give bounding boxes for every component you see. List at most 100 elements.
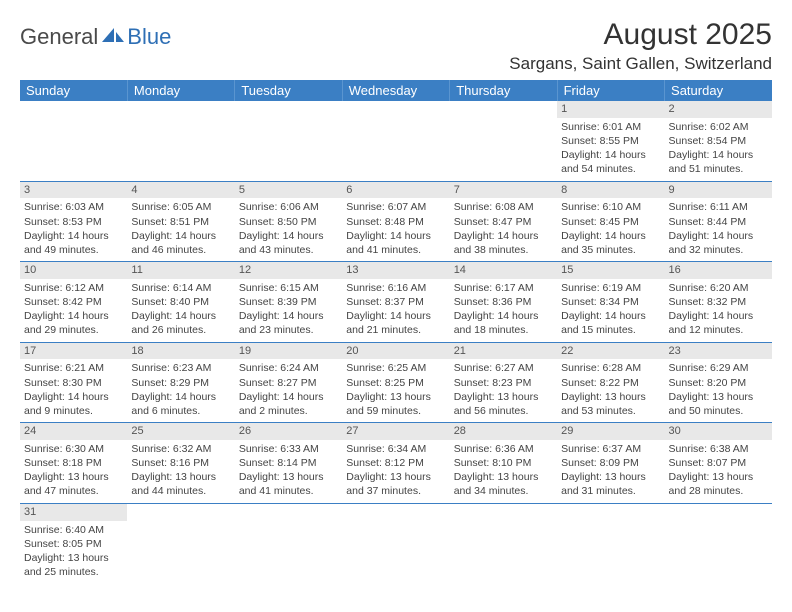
day-number: 2 bbox=[665, 101, 772, 118]
weekday-header: Saturday bbox=[665, 80, 772, 101]
calendar-cell-empty bbox=[665, 503, 772, 583]
sunrise-line: Sunrise: 6:12 AM bbox=[24, 281, 123, 295]
calendar-cell: 11Sunrise: 6:14 AMSunset: 8:40 PMDayligh… bbox=[127, 262, 234, 343]
sunrise-line: Sunrise: 6:20 AM bbox=[669, 281, 768, 295]
calendar-cell: 6Sunrise: 6:07 AMSunset: 8:48 PMDaylight… bbox=[342, 181, 449, 262]
sunrise-line: Sunrise: 6:38 AM bbox=[669, 442, 768, 456]
daylight-line: Daylight: 13 hours and 44 minutes. bbox=[131, 470, 230, 498]
sunset-line: Sunset: 8:22 PM bbox=[561, 376, 660, 390]
day-number: 23 bbox=[665, 343, 772, 360]
daylight-line: Daylight: 13 hours and 50 minutes. bbox=[669, 390, 768, 418]
daylight-line: Daylight: 14 hours and 29 minutes. bbox=[24, 309, 123, 337]
sunset-line: Sunset: 8:39 PM bbox=[239, 295, 338, 309]
weekday-header: Monday bbox=[127, 80, 234, 101]
sunset-line: Sunset: 8:23 PM bbox=[454, 376, 553, 390]
sunset-line: Sunset: 8:14 PM bbox=[239, 456, 338, 470]
sunrise-line: Sunrise: 6:25 AM bbox=[346, 361, 445, 375]
sunset-line: Sunset: 8:45 PM bbox=[561, 215, 660, 229]
sunrise-line: Sunrise: 6:33 AM bbox=[239, 442, 338, 456]
daylight-line: Daylight: 14 hours and 23 minutes. bbox=[239, 309, 338, 337]
daylight-line: Daylight: 13 hours and 53 minutes. bbox=[561, 390, 660, 418]
sunset-line: Sunset: 8:20 PM bbox=[669, 376, 768, 390]
sunset-line: Sunset: 8:30 PM bbox=[24, 376, 123, 390]
brand-part1: General bbox=[20, 24, 98, 50]
sunrise-line: Sunrise: 6:21 AM bbox=[24, 361, 123, 375]
weekday-header-row: SundayMondayTuesdayWednesdayThursdayFrid… bbox=[20, 80, 772, 101]
daylight-line: Daylight: 14 hours and 35 minutes. bbox=[561, 229, 660, 257]
sunset-line: Sunset: 8:54 PM bbox=[669, 134, 768, 148]
sunrise-line: Sunrise: 6:32 AM bbox=[131, 442, 230, 456]
weekday-header: Wednesday bbox=[342, 80, 449, 101]
day-number: 16 bbox=[665, 262, 772, 279]
calendar-cell-empty bbox=[450, 101, 557, 181]
calendar-cell: 30Sunrise: 6:38 AMSunset: 8:07 PMDayligh… bbox=[665, 423, 772, 504]
sunset-line: Sunset: 8:51 PM bbox=[131, 215, 230, 229]
daylight-line: Daylight: 14 hours and 38 minutes. bbox=[454, 229, 553, 257]
sunset-line: Sunset: 8:44 PM bbox=[669, 215, 768, 229]
day-number: 25 bbox=[127, 423, 234, 440]
location-text: Sargans, Saint Gallen, Switzerland bbox=[509, 54, 772, 74]
sunrise-line: Sunrise: 6:16 AM bbox=[346, 281, 445, 295]
sunrise-line: Sunrise: 6:06 AM bbox=[239, 200, 338, 214]
sunrise-line: Sunrise: 6:28 AM bbox=[561, 361, 660, 375]
calendar-cell: 28Sunrise: 6:36 AMSunset: 8:10 PMDayligh… bbox=[450, 423, 557, 504]
daylight-line: Daylight: 13 hours and 25 minutes. bbox=[24, 551, 123, 579]
day-number: 15 bbox=[557, 262, 664, 279]
sunset-line: Sunset: 8:12 PM bbox=[346, 456, 445, 470]
day-number: 24 bbox=[20, 423, 127, 440]
sunrise-line: Sunrise: 6:36 AM bbox=[454, 442, 553, 456]
sunset-line: Sunset: 8:27 PM bbox=[239, 376, 338, 390]
sunset-line: Sunset: 8:53 PM bbox=[24, 215, 123, 229]
weekday-header: Sunday bbox=[20, 80, 127, 101]
day-number: 6 bbox=[342, 182, 449, 199]
calendar-cell: 14Sunrise: 6:17 AMSunset: 8:36 PMDayligh… bbox=[450, 262, 557, 343]
daylight-line: Daylight: 14 hours and 41 minutes. bbox=[346, 229, 445, 257]
daylight-line: Daylight: 14 hours and 12 minutes. bbox=[669, 309, 768, 337]
day-number: 13 bbox=[342, 262, 449, 279]
day-number: 30 bbox=[665, 423, 772, 440]
sunset-line: Sunset: 8:10 PM bbox=[454, 456, 553, 470]
daylight-line: Daylight: 13 hours and 59 minutes. bbox=[346, 390, 445, 418]
sunset-line: Sunset: 8:48 PM bbox=[346, 215, 445, 229]
calendar-cell: 8Sunrise: 6:10 AMSunset: 8:45 PMDaylight… bbox=[557, 181, 664, 262]
sunrise-line: Sunrise: 6:07 AM bbox=[346, 200, 445, 214]
sunset-line: Sunset: 8:50 PM bbox=[239, 215, 338, 229]
calendar-cell: 24Sunrise: 6:30 AMSunset: 8:18 PMDayligh… bbox=[20, 423, 127, 504]
sunrise-line: Sunrise: 6:24 AM bbox=[239, 361, 338, 375]
sunset-line: Sunset: 8:09 PM bbox=[561, 456, 660, 470]
calendar-cell: 27Sunrise: 6:34 AMSunset: 8:12 PMDayligh… bbox=[342, 423, 449, 504]
calendar-cell: 7Sunrise: 6:08 AMSunset: 8:47 PMDaylight… bbox=[450, 181, 557, 262]
daylight-line: Daylight: 14 hours and 2 minutes. bbox=[239, 390, 338, 418]
daylight-line: Daylight: 13 hours and 31 minutes. bbox=[561, 470, 660, 498]
day-number: 1 bbox=[557, 101, 664, 118]
sunset-line: Sunset: 8:55 PM bbox=[561, 134, 660, 148]
daylight-line: Daylight: 14 hours and 51 minutes. bbox=[669, 148, 768, 176]
calendar-week-row: 24Sunrise: 6:30 AMSunset: 8:18 PMDayligh… bbox=[20, 423, 772, 504]
day-number: 27 bbox=[342, 423, 449, 440]
header: General Blue August 2025 Sargans, Saint … bbox=[20, 18, 772, 74]
calendar-cell: 9Sunrise: 6:11 AMSunset: 8:44 PMDaylight… bbox=[665, 181, 772, 262]
calendar-cell: 19Sunrise: 6:24 AMSunset: 8:27 PMDayligh… bbox=[235, 342, 342, 423]
daylight-line: Daylight: 14 hours and 9 minutes. bbox=[24, 390, 123, 418]
sunset-line: Sunset: 8:05 PM bbox=[24, 537, 123, 551]
calendar-week-row: 10Sunrise: 6:12 AMSunset: 8:42 PMDayligh… bbox=[20, 262, 772, 343]
calendar-cell: 5Sunrise: 6:06 AMSunset: 8:50 PMDaylight… bbox=[235, 181, 342, 262]
calendar-cell: 20Sunrise: 6:25 AMSunset: 8:25 PMDayligh… bbox=[342, 342, 449, 423]
calendar-body: 1Sunrise: 6:01 AMSunset: 8:55 PMDaylight… bbox=[20, 101, 772, 583]
sunrise-line: Sunrise: 6:37 AM bbox=[561, 442, 660, 456]
calendar-week-row: 1Sunrise: 6:01 AMSunset: 8:55 PMDaylight… bbox=[20, 101, 772, 181]
calendar-week-row: 3Sunrise: 6:03 AMSunset: 8:53 PMDaylight… bbox=[20, 181, 772, 262]
weekday-header: Tuesday bbox=[235, 80, 342, 101]
sunset-line: Sunset: 8:25 PM bbox=[346, 376, 445, 390]
calendar-cell: 16Sunrise: 6:20 AMSunset: 8:32 PMDayligh… bbox=[665, 262, 772, 343]
sunset-line: Sunset: 8:34 PM bbox=[561, 295, 660, 309]
sunrise-line: Sunrise: 6:08 AM bbox=[454, 200, 553, 214]
sunset-line: Sunset: 8:42 PM bbox=[24, 295, 123, 309]
calendar-cell: 15Sunrise: 6:19 AMSunset: 8:34 PMDayligh… bbox=[557, 262, 664, 343]
day-number: 9 bbox=[665, 182, 772, 199]
calendar-cell: 22Sunrise: 6:28 AMSunset: 8:22 PMDayligh… bbox=[557, 342, 664, 423]
daylight-line: Daylight: 14 hours and 18 minutes. bbox=[454, 309, 553, 337]
daylight-line: Daylight: 14 hours and 32 minutes. bbox=[669, 229, 768, 257]
sunset-line: Sunset: 8:47 PM bbox=[454, 215, 553, 229]
calendar-cell: 4Sunrise: 6:05 AMSunset: 8:51 PMDaylight… bbox=[127, 181, 234, 262]
